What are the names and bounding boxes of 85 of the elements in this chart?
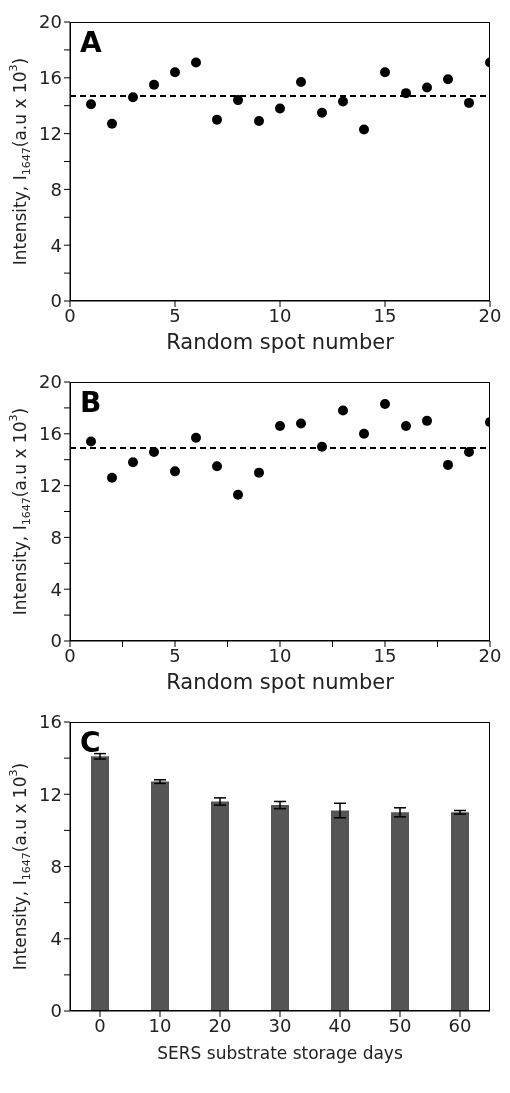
x-tick-label: 10	[268, 644, 292, 666]
x-tick-label: 60	[448, 1014, 472, 1036]
point	[233, 95, 243, 106]
bar	[151, 781, 169, 1011]
point	[296, 418, 306, 429]
point	[128, 92, 138, 103]
point	[380, 67, 390, 78]
point	[107, 472, 117, 483]
point	[422, 82, 432, 93]
y-tick-label: 8	[50, 855, 62, 877]
point	[149, 79, 159, 90]
point	[191, 57, 201, 68]
point	[338, 96, 348, 107]
y-tick-label: 12	[39, 474, 62, 496]
y-tick-label: 16	[39, 711, 62, 733]
x-tick-label: 5	[169, 304, 181, 326]
point	[275, 103, 285, 114]
point	[86, 436, 96, 447]
x-tick-label: 0	[94, 1014, 106, 1036]
point	[359, 124, 369, 135]
y-tick-label: 4	[50, 234, 62, 256]
point	[317, 107, 327, 118]
x-tick-label: 40	[328, 1014, 352, 1036]
y-tick-label: 12	[39, 122, 62, 144]
x-axis-title: Random spot number	[166, 670, 395, 694]
x-tick-label: 10	[148, 1014, 172, 1036]
point	[317, 441, 327, 452]
y-tick-label: 4	[50, 578, 62, 600]
bar	[211, 801, 229, 1011]
point	[170, 466, 180, 477]
point	[380, 399, 390, 410]
point	[107, 118, 117, 129]
x-tick-label: 10	[268, 304, 292, 326]
point	[296, 76, 306, 87]
x-tick-label: 15	[373, 644, 397, 666]
y-tick-label: 8	[50, 178, 62, 200]
point	[443, 74, 453, 85]
x-tick-label: 20	[478, 644, 502, 666]
point	[422, 415, 432, 426]
y-tick-label: 4	[50, 928, 62, 950]
x-tick-label: 20	[208, 1014, 232, 1036]
x-tick-label: 0	[64, 304, 76, 326]
y-tick-label: 12	[39, 783, 62, 805]
point	[254, 467, 264, 478]
x-tick-label: 15	[373, 304, 397, 326]
x-tick-label: 50	[388, 1014, 412, 1036]
point	[464, 446, 474, 457]
point	[338, 405, 348, 416]
bar	[331, 810, 349, 1011]
point	[233, 489, 243, 500]
y-tick-label: 16	[39, 67, 62, 89]
y-tick-label: 0	[50, 1000, 62, 1022]
point	[191, 432, 201, 443]
y-tick-label: 8	[50, 526, 62, 548]
point	[212, 461, 222, 472]
x-axis-title: Random spot number	[166, 330, 395, 354]
point	[443, 459, 453, 470]
annotation: C	[80, 726, 101, 759]
point	[254, 116, 264, 127]
x-tick-label: 20	[478, 304, 502, 326]
annotation: B	[80, 386, 102, 419]
x-tick-label: 5	[169, 644, 181, 666]
point	[149, 446, 159, 457]
bar	[271, 805, 289, 1011]
y-tick-label: 16	[39, 423, 62, 445]
point	[128, 457, 138, 468]
bar	[451, 812, 469, 1011]
y-tick-label: 0	[50, 630, 62, 652]
x-axis-title: SERS substrate storage days	[157, 1043, 403, 1063]
point	[464, 97, 474, 108]
point	[170, 67, 180, 78]
y-tick-label: 0	[50, 290, 62, 312]
point	[401, 88, 411, 99]
bar	[91, 756, 109, 1011]
x-tick-label: 30	[268, 1014, 292, 1036]
y-tick-label: 20	[39, 371, 62, 393]
point	[86, 99, 96, 110]
x-tick-label: 0	[64, 644, 76, 666]
point	[275, 421, 285, 432]
point	[359, 428, 369, 439]
point	[212, 114, 222, 125]
point	[401, 421, 411, 432]
annotation: A	[80, 26, 102, 59]
y-tick-label: 20	[39, 11, 62, 33]
bar	[391, 812, 409, 1011]
